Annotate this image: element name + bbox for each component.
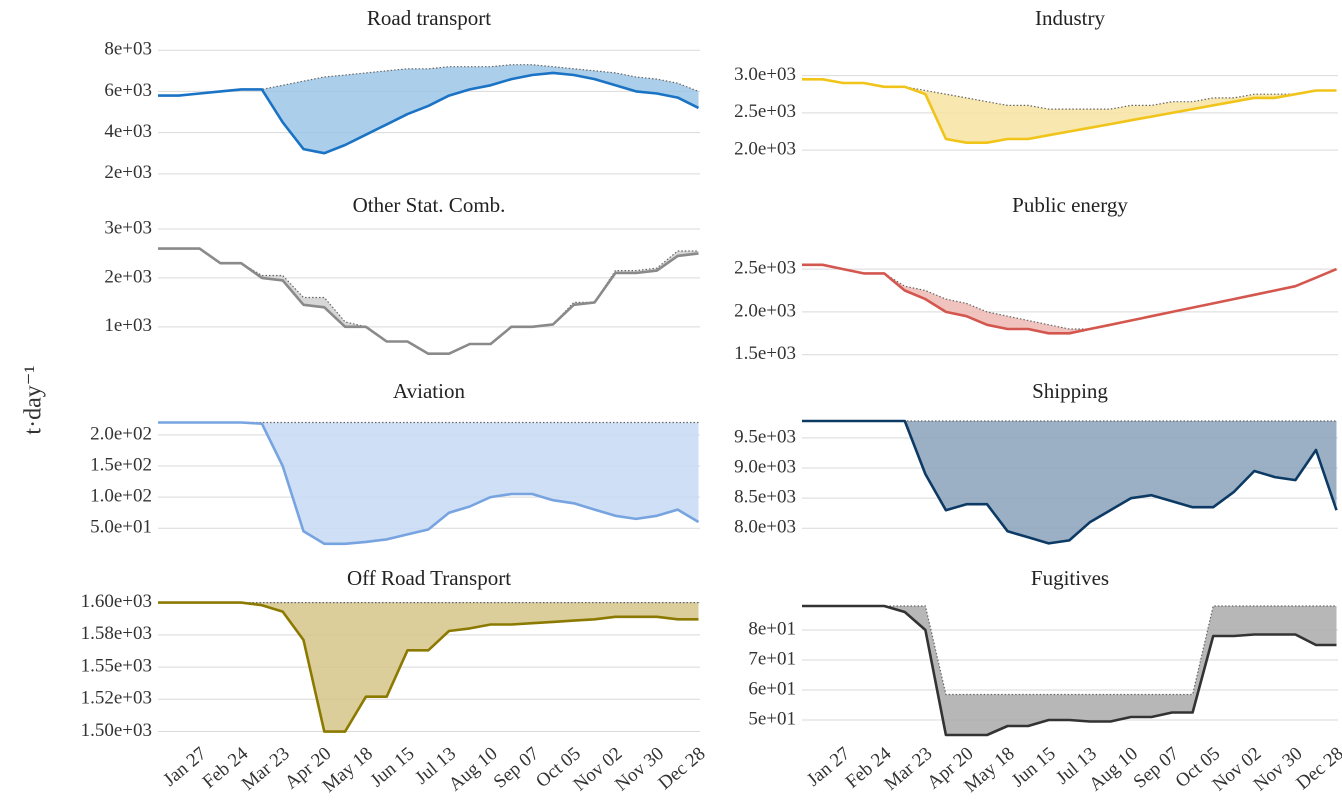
baseline-line bbox=[802, 78, 1337, 110]
panel-title: Road transport bbox=[367, 6, 491, 30]
x-tick-label: Aug 10 bbox=[445, 743, 502, 795]
series-line bbox=[158, 421, 700, 546]
gap-fill bbox=[802, 606, 1337, 735]
x-tick-label: Jan 27 bbox=[160, 743, 211, 791]
x-tick-label: Sep 07 bbox=[490, 743, 544, 793]
panel-title: Shipping bbox=[1032, 379, 1108, 403]
panel-title: Other Stat. Comb. bbox=[353, 193, 506, 217]
y-tick-label: 6e+01 bbox=[748, 678, 796, 699]
panel-title: Off Road Transport bbox=[347, 566, 511, 590]
series-line bbox=[802, 419, 1338, 545]
series-line bbox=[158, 71, 700, 155]
panel-title: Industry bbox=[1035, 6, 1105, 30]
series-line bbox=[802, 78, 1337, 144]
x-tick-label: Jun 15 bbox=[367, 743, 419, 791]
y-tick-label: 8e+03 bbox=[104, 39, 152, 60]
gap-fill bbox=[802, 421, 1337, 544]
x-tick-label: Mar 23 bbox=[238, 743, 294, 795]
y-tick-label: 5e+01 bbox=[748, 708, 796, 729]
x-tick-label: Dec 28 bbox=[654, 743, 709, 794]
gap-fill bbox=[158, 422, 699, 544]
gap-fill bbox=[158, 64, 699, 154]
y-tick-label: 8e+01 bbox=[748, 618, 796, 639]
y-tick-label: 1.55e+03 bbox=[81, 655, 152, 676]
panel-title: Public energy bbox=[1012, 193, 1128, 217]
y-tick-label: 1e+03 bbox=[104, 315, 152, 336]
y-tick-label: 8.0e+03 bbox=[734, 517, 796, 538]
x-tick-label: Jun 15 bbox=[1008, 743, 1060, 791]
panel-title: Fugitives bbox=[1031, 566, 1109, 590]
y-tick-label: 1.52e+03 bbox=[81, 688, 152, 709]
y-tick-label: 7e+01 bbox=[748, 648, 796, 669]
x-tick-label: Dec 28 bbox=[1292, 743, 1342, 794]
y-tick-label: 3.0e+03 bbox=[734, 64, 796, 85]
y-tick-label: 2.0e+02 bbox=[90, 423, 152, 444]
y-tick-label: 8.5e+03 bbox=[734, 487, 796, 508]
panel-title: Aviation bbox=[393, 379, 465, 403]
series-line bbox=[802, 604, 1337, 737]
y-tick-label: 2.5e+03 bbox=[734, 257, 796, 278]
y-tick-label: 9.0e+03 bbox=[734, 456, 796, 477]
x-tick-label: Nov 30 bbox=[611, 743, 668, 795]
gap-fill bbox=[802, 79, 1337, 143]
y-tick-label: 2e+03 bbox=[104, 162, 152, 183]
y-tick-label: 1.60e+03 bbox=[81, 591, 152, 612]
y-tick-label: 1.5e+03 bbox=[734, 343, 796, 364]
y-tick-label: 1.5e+02 bbox=[90, 454, 152, 475]
x-tick-label: Mar 23 bbox=[880, 743, 936, 795]
x-tick-label: Sep 07 bbox=[1130, 743, 1184, 793]
y-tick-label: 1.58e+03 bbox=[81, 623, 152, 644]
y-tick-label: 1.0e+02 bbox=[90, 485, 152, 506]
y-tick-label: 2.0e+03 bbox=[734, 300, 796, 321]
y-tick-label: 9.5e+03 bbox=[734, 426, 796, 447]
series-line bbox=[158, 247, 699, 355]
series-line bbox=[158, 601, 699, 733]
gap-fill bbox=[802, 264, 1337, 334]
y-tick-label: 2e+03 bbox=[104, 266, 152, 287]
y-axis-label: t·day⁻¹ bbox=[21, 365, 47, 434]
y-tick-label: 6e+03 bbox=[104, 80, 152, 101]
y-tick-label: 5.0e+01 bbox=[90, 517, 152, 538]
y-tick-label: 1.50e+03 bbox=[81, 720, 152, 741]
baseline-line bbox=[158, 64, 699, 97]
y-tick-label: 4e+03 bbox=[104, 121, 152, 142]
series-line bbox=[802, 263, 1338, 335]
y-tick-label: 2.5e+03 bbox=[734, 101, 796, 122]
y-tick-label: 3e+03 bbox=[104, 217, 152, 238]
y-tick-label: 2.0e+03 bbox=[734, 139, 796, 160]
